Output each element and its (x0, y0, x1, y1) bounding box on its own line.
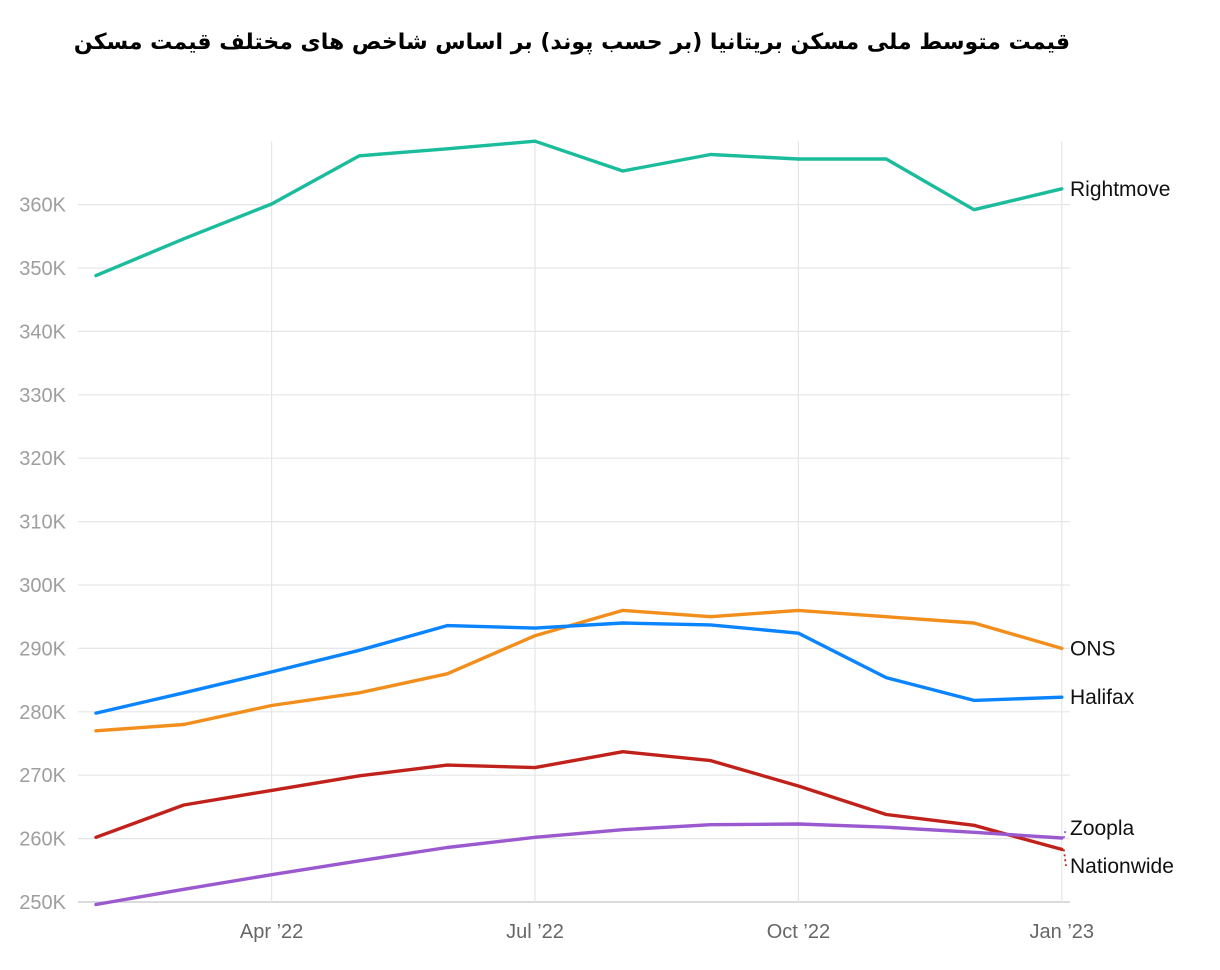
y-tick-label: 270K (19, 765, 66, 787)
y-tick-label: 290K (19, 638, 66, 660)
y-tick-label: 330K (19, 385, 66, 407)
label-connector-nationwide (1062, 849, 1067, 867)
x-tick-label: Jan ’23 (1030, 921, 1095, 943)
series-label-zoopla: Zoopla (1070, 817, 1135, 840)
series-label-ons: ONS (1070, 637, 1116, 660)
y-tick-label: 340K (19, 321, 66, 343)
series-label-nationwide: Nationwide (1070, 855, 1174, 878)
y-tick-label: 310K (19, 512, 66, 534)
series-lines (94, 139, 1064, 907)
x-tick-label: Oct ’22 (767, 921, 830, 943)
y-tick-label: 350K (19, 258, 66, 280)
series-label-rightmove: Rightmove (1070, 178, 1170, 201)
y-tick-label: 320K (19, 448, 66, 470)
series-line-zoopla (94, 822, 1064, 907)
y-tick-label: 360K (19, 195, 66, 217)
x-tick-label: Jul ’22 (506, 921, 564, 943)
x-tick-label: Apr ’22 (240, 921, 303, 943)
y-tick-label: 280K (19, 702, 66, 724)
y-tick-label: 300K (19, 575, 66, 597)
label-connector-zoopla (1062, 827, 1067, 839)
series-line-halifax (94, 621, 1064, 715)
series-label-halifax: Halifax (1070, 686, 1135, 709)
y-tick-label: 250K (19, 892, 66, 914)
series-labels: Rightmove ONS Halifax Nationwide Zoopla (1062, 178, 1174, 878)
chart-title: قیمت متوسط ملی مسکن بریتانیا (بر حسب پون… (73, 30, 1070, 55)
y-axis-ticks: 250K 260K 270K 280K 290K 300K 310K 320K 330K 340K… (19, 195, 66, 914)
series-line-rightmove (94, 139, 1064, 278)
series-line-nationwide (94, 750, 1064, 852)
grid (78, 141, 1070, 903)
x-axis-ticks: Apr ’22 Jul ’22 Oct ’22 Jan ’23 (240, 921, 1094, 943)
series-line-ons (94, 608, 1064, 733)
y-tick-label: 260K (19, 829, 66, 851)
